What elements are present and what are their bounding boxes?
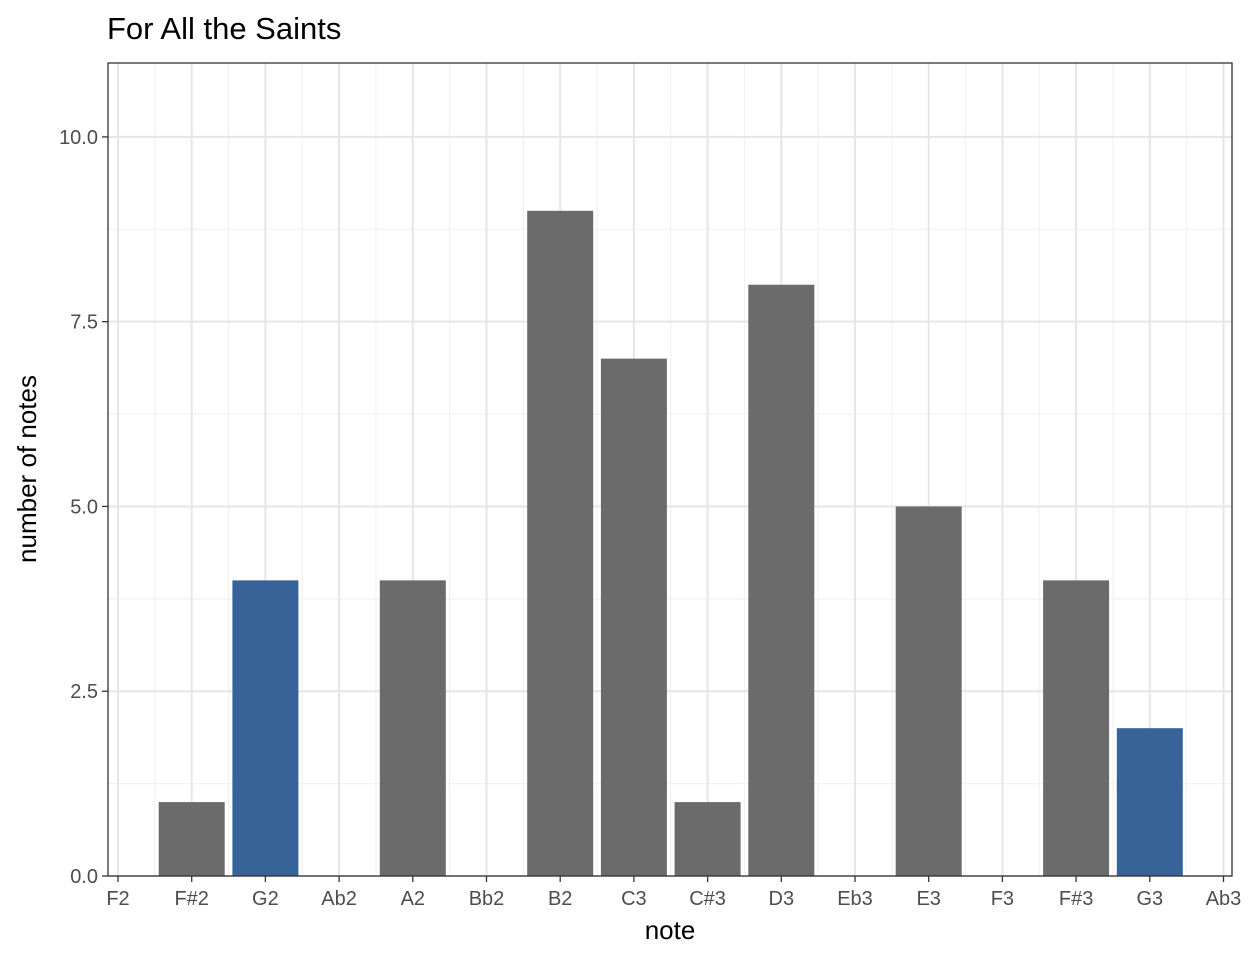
x-tick-label: G2 <box>252 888 279 910</box>
bar-G2 <box>232 580 299 876</box>
x-tick-label: Ab3 <box>1206 888 1242 910</box>
y-tick-label: 5.0 <box>70 496 98 518</box>
x-tick-label: C#3 <box>689 888 726 910</box>
x-tick-label: Bb2 <box>469 888 505 910</box>
chart-title: For All the Saints <box>107 11 341 46</box>
x-tick-label: F3 <box>991 888 1014 910</box>
bar-D3 <box>748 284 815 876</box>
bar-G3 <box>1116 728 1183 876</box>
bar-C#3 <box>674 802 741 876</box>
bar-C3 <box>600 358 667 876</box>
y-tick-label: 0.0 <box>70 866 98 888</box>
y-tick-label: 10.0 <box>59 127 98 149</box>
bar-E3 <box>895 506 962 876</box>
x-tick-label: D3 <box>769 888 795 910</box>
x-tick-label: F#3 <box>1059 888 1093 910</box>
plot-panel-border <box>107 62 1233 877</box>
x-axis-ticks: F2 F#2 G2 Ab2 A2 Bb2 B2 C3 C#3 D3 Eb3 E3 F3 F#3 G3 Ab3 <box>106 876 1241 910</box>
x-tick-label: B2 <box>548 888 572 910</box>
bar-F#2 <box>158 802 225 876</box>
x-tick-label: F#2 <box>174 888 208 910</box>
bar-F#3 <box>1043 580 1110 876</box>
y-tick-label: 2.5 <box>70 681 98 703</box>
y-axis-title: number of notes <box>12 375 42 563</box>
x-tick-label: Ab2 <box>321 888 357 910</box>
bar-A2 <box>379 580 446 876</box>
y-axis-ticks: 0.0 2.5 5.0 7.5 10.0 <box>59 127 108 888</box>
x-tick-label: Eb3 <box>837 888 873 910</box>
y-tick-label: 7.5 <box>70 312 98 334</box>
x-tick-label: C3 <box>621 888 647 910</box>
x-tick-label: E3 <box>916 888 940 910</box>
bars <box>158 210 1183 876</box>
x-tick-label: F2 <box>106 888 129 910</box>
x-axis-title: note <box>645 915 696 945</box>
x-tick-label: G3 <box>1136 888 1163 910</box>
bar-B2 <box>527 210 594 876</box>
x-tick-label: A2 <box>401 888 425 910</box>
